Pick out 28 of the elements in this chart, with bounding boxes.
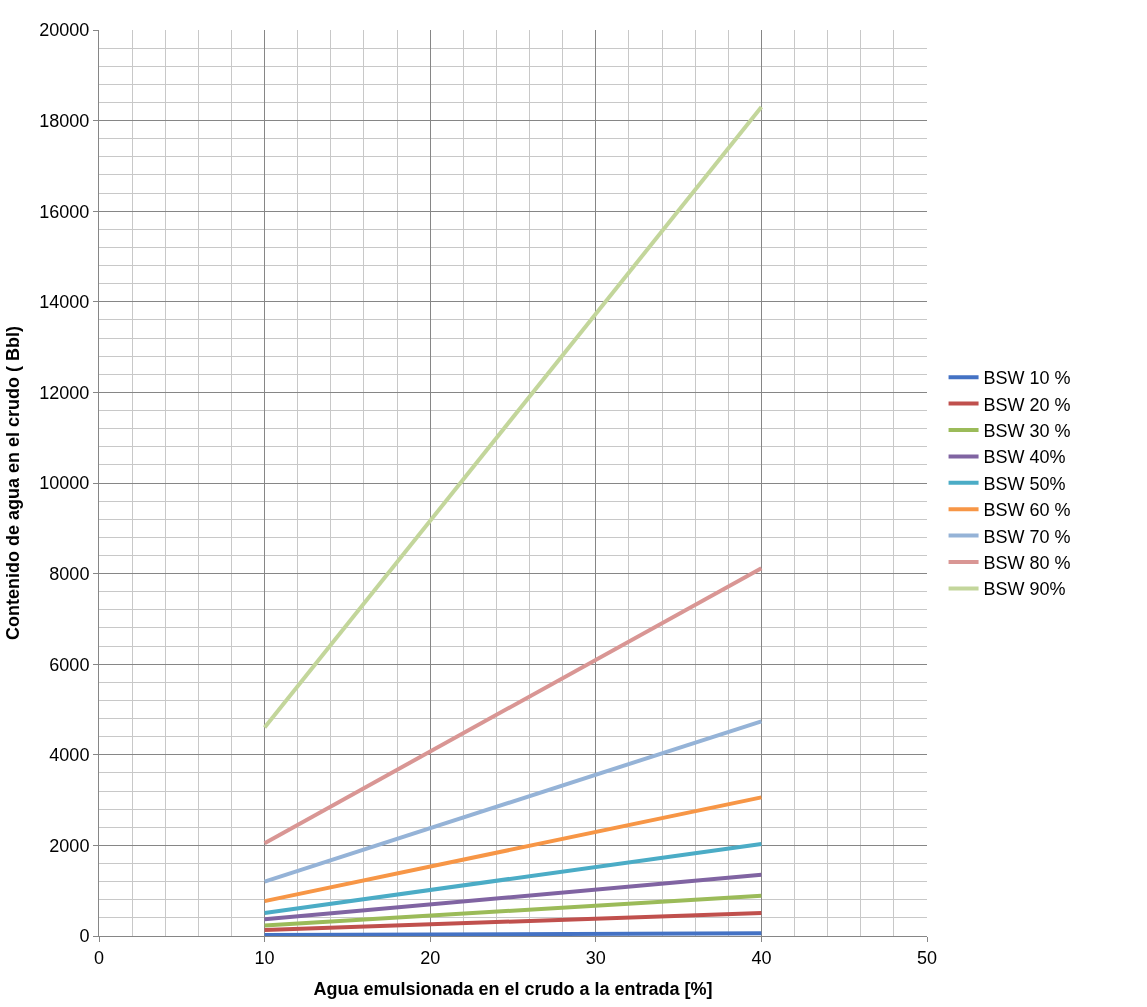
y-tick-label: 6000: [49, 654, 90, 675]
y-tick-label: 8000: [49, 563, 90, 584]
legend-label: BSW 90%: [983, 579, 1066, 600]
x-tick-label: 40: [751, 947, 772, 968]
y-tick-label: 20000: [39, 20, 90, 41]
y-tick-label: 12000: [39, 382, 90, 403]
legend-label: BSW 60 %: [983, 500, 1071, 521]
legend-label: BSW 80 %: [983, 553, 1071, 574]
x-tick-label: 50: [916, 947, 938, 968]
x-tick-label: 0: [93, 947, 105, 968]
legend-label: BSW 30 %: [983, 421, 1071, 442]
x-tick-label: 10: [254, 947, 275, 968]
legend-label: BSW 10 %: [983, 368, 1071, 389]
y-tick-label: 14000: [39, 292, 90, 313]
y-tick-label: 10000: [39, 473, 90, 494]
x-tick-label: 20: [420, 947, 441, 968]
y-tick-label: 2000: [49, 835, 90, 856]
y-tick-label: 18000: [39, 110, 90, 131]
y-tick-label: 16000: [39, 201, 90, 222]
legend-label: BSW 70 %: [983, 526, 1071, 547]
legend-label: BSW 20 %: [983, 394, 1071, 415]
x-axis-title: Agua emulsionada en el crudo a la entrada [%]: [313, 978, 713, 999]
x-tick-label: 30: [585, 947, 606, 968]
legend-label: BSW 40%: [983, 447, 1066, 468]
y-tick-label: 0: [79, 926, 90, 947]
y-axis-title: Contenido de agua en el crudo ( Bbl): [2, 325, 23, 641]
y-tick-label: 4000: [49, 745, 90, 766]
legend-label: BSW 50%: [983, 473, 1066, 494]
